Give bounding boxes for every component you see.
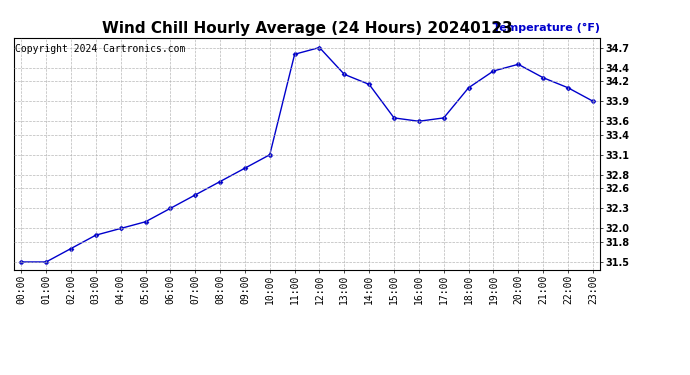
Text: Copyright 2024 Cartronics.com: Copyright 2024 Cartronics.com	[15, 45, 186, 54]
Text: Temperature (°F): Temperature (°F)	[493, 23, 600, 33]
Title: Wind Chill Hourly Average (24 Hours) 20240123: Wind Chill Hourly Average (24 Hours) 202…	[101, 21, 513, 36]
